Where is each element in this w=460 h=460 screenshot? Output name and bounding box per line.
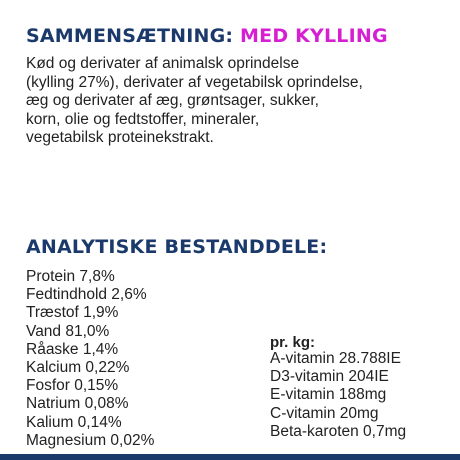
composition-text: Kød og derivater af animalsk oprindelse … <box>26 55 446 148</box>
vitamin-item: E-vitamin 188mg <box>270 386 387 404</box>
composition-heading-main: SAMMENSÆTNING: <box>26 25 234 47</box>
nutrient-item: Fedtindhold 2,6% <box>26 286 147 304</box>
vitamin-list: A-vitamin 28.788IE D3-vitamin 204IE E-vi… <box>270 350 406 441</box>
nutrient-list: Protein 7,8% Fedtindhold 2,6% Træstof 1,… <box>26 268 154 450</box>
composition-line: Kød og derivater af animalsk oprindelse <box>26 55 300 72</box>
nutrient-item: Natrium 0,08% <box>26 395 129 413</box>
vitamin-item: D3-vitamin 204IE <box>270 368 389 386</box>
nutrient-item: Fosfor 0,15% <box>26 377 119 395</box>
vitamin-item: Beta-karoten 0,7mg <box>270 422 407 440</box>
composition-heading-accent: MED KYLLING <box>240 25 388 47</box>
composition-heading: SAMMENSÆTNING: MED KYLLING <box>26 25 388 47</box>
vitamin-item: C-vitamin 20mg <box>270 404 379 422</box>
analytical-heading: ANALYTISKE BESTANDDELE: <box>26 236 328 258</box>
per-kg-label: pr. kg: <box>270 334 316 351</box>
vitamin-item: A-vitamin 28.788IE <box>270 350 401 367</box>
nutrient-item: Vand 81,0% <box>26 322 110 340</box>
nutrient-item: Kalium 0,14% <box>26 413 122 431</box>
nutrient-item: Magnesium 0,02% <box>26 431 155 449</box>
composition-line: vegetabilsk proteinekstrakt. <box>26 129 214 146</box>
nutrient-item: Protein 7,8% <box>26 268 115 285</box>
composition-line: æg og derivater af æg, grøntsager, sukke… <box>26 92 319 109</box>
composition-line: (kylling 27%), derivater af vegetabilsk … <box>26 73 363 91</box>
nutrient-item: Kalcium 0,22% <box>26 359 130 377</box>
nutrient-item: Træstof 1,9% <box>26 304 119 322</box>
bottom-accent-bar <box>0 454 460 460</box>
composition-line: korn, olie og fedtstoffer, mineraler, <box>26 110 260 128</box>
nutrient-item: Råaske 1,4% <box>26 340 119 358</box>
